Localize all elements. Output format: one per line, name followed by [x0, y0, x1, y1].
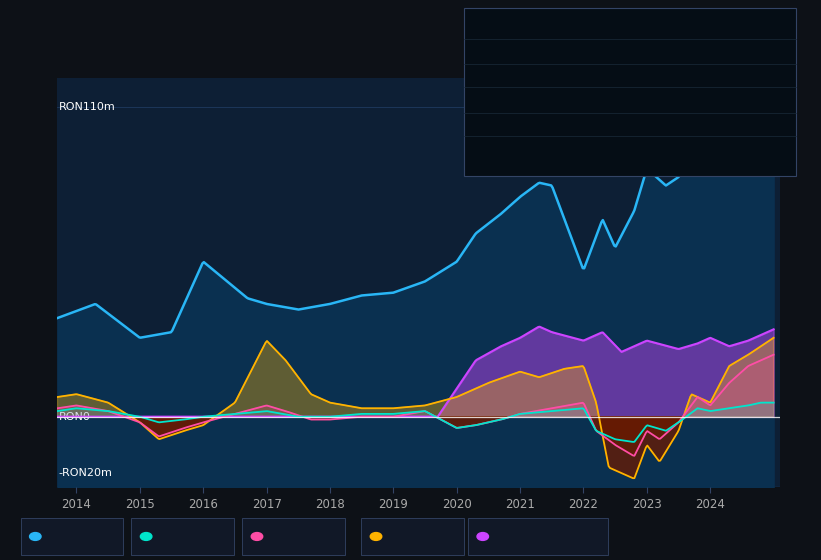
Text: RON30.595m: RON30.595m [628, 153, 709, 163]
Text: RON5.091m: RON5.091m [628, 67, 702, 77]
Text: /yr: /yr [713, 110, 730, 120]
Text: Earnings: Earnings [474, 67, 519, 77]
Text: RON110m: RON110m [59, 101, 116, 111]
Text: Operating Expenses: Operating Expenses [493, 531, 598, 542]
Text: /yr: /yr [714, 153, 732, 163]
Text: Operating Expenses: Operating Expenses [474, 153, 579, 163]
Text: Free Cash Flow: Free Cash Flow [474, 110, 552, 120]
Text: RON21.552m: RON21.552m [628, 110, 709, 120]
Text: RON27.762m: RON27.762m [628, 132, 710, 142]
Text: Cash From Op: Cash From Op [386, 531, 459, 542]
Text: /yr: /yr [714, 44, 732, 54]
Text: Revenue: Revenue [474, 44, 519, 54]
Text: profit margin: profit margin [654, 88, 726, 98]
Text: /yr: /yr [714, 132, 732, 142]
Text: RON0: RON0 [59, 412, 91, 422]
Text: Sep 30 2024: Sep 30 2024 [474, 14, 556, 27]
Text: /yr: /yr [700, 67, 718, 77]
Text: Earnings: Earnings [156, 531, 201, 542]
Text: Revenue: Revenue [45, 531, 90, 542]
Text: Cash From Op: Cash From Op [474, 132, 547, 142]
Text: Free Cash Flow: Free Cash Flow [267, 531, 345, 542]
Text: -RON20m: -RON20m [59, 468, 112, 478]
Text: RON84.160m: RON84.160m [628, 44, 710, 54]
Text: 6.0%: 6.0% [628, 88, 657, 98]
